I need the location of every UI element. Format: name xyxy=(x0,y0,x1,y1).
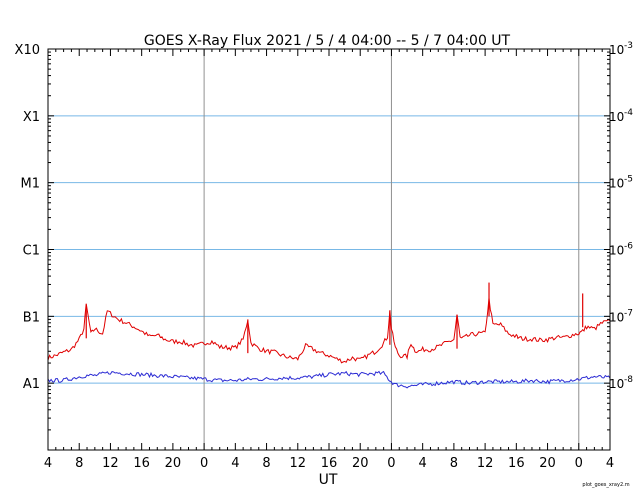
tick-layer xyxy=(47,48,611,451)
y-tick-label-right: 10 xyxy=(609,110,624,124)
x-tick-label: 12 xyxy=(102,456,119,471)
x-axis-label: UT xyxy=(319,472,338,488)
x-tick-label: 12 xyxy=(290,456,307,471)
x-tick-label: 0 xyxy=(387,456,395,471)
grid-layer xyxy=(48,49,610,450)
y-tick-label-right: 10 xyxy=(609,244,624,258)
x-tick-label: 20 xyxy=(539,456,556,471)
y-tick-label-right-exponent: -5 xyxy=(624,175,633,185)
series-line-long xyxy=(47,297,611,364)
y-tick-label-right: 10 xyxy=(609,310,624,324)
y-tick-label-left: C1 xyxy=(23,244,40,259)
x-tick-label: 16 xyxy=(508,456,525,471)
x-tick-label: 8 xyxy=(262,456,270,471)
x-tick-label: 20 xyxy=(165,456,182,471)
y-tick-label-right-exponent: -6 xyxy=(624,242,633,252)
y-tick-label-right-exponent: -7 xyxy=(624,308,633,318)
y-tick-label-right-exponent: -8 xyxy=(624,375,633,385)
y-tick-label-left: B1 xyxy=(23,310,40,325)
chart-title: GOES X-Ray Flux 2021 / 5 / 4 04:00 -- 5 … xyxy=(144,33,511,49)
footer-text: plot_goes_xray2.m xyxy=(582,482,629,488)
x-tick-label: 16 xyxy=(133,456,150,471)
x-tick-label: 12 xyxy=(477,456,494,471)
x-tick-label: 4 xyxy=(419,456,427,471)
y-tick-label-right: 10 xyxy=(609,377,624,391)
x-tick-label: 16 xyxy=(321,456,338,471)
y-tick-label-right-exponent: -4 xyxy=(624,108,633,118)
x-tick-label: 0 xyxy=(575,456,583,471)
label-layer: 4 8 12 16 20 0 4 8 12 16 20 0 4 8 12 16 20 0 4 A1 B1 C1 M1 X1 X1… xyxy=(15,41,634,471)
x-tick-label: 4 xyxy=(606,456,614,471)
x-tick-label: 4 xyxy=(44,456,52,471)
y-tick-label-left: X10 xyxy=(15,43,40,58)
x-tick-label: 8 xyxy=(450,456,458,471)
series-line-short xyxy=(47,370,611,389)
x-tick-label: 0 xyxy=(200,456,208,471)
series-layer xyxy=(47,282,611,389)
x-tick-label: 4 xyxy=(231,456,239,471)
y-tick-label-left: A1 xyxy=(23,377,40,392)
y-tick-label-right: 10 xyxy=(609,43,624,57)
y-tick-label-left: M1 xyxy=(21,177,41,192)
x-tick-label: 20 xyxy=(352,456,369,471)
x-tick-label: 8 xyxy=(75,456,83,471)
y-tick-label-left: X1 xyxy=(23,110,40,125)
y-tick-label-right-exponent: -3 xyxy=(624,41,633,51)
y-tick-label-right: 10 xyxy=(609,177,624,191)
